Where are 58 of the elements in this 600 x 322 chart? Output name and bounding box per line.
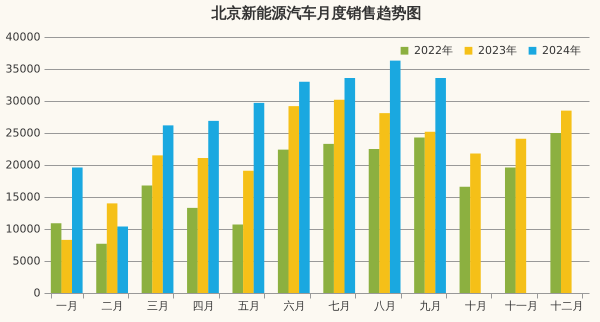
bar (344, 78, 356, 293)
bar (117, 226, 128, 293)
x-tick-label: 八月 (374, 300, 396, 312)
bar (368, 149, 380, 293)
bar (50, 223, 62, 293)
bar (550, 133, 561, 293)
bar (424, 132, 436, 293)
y-tick-label: 0 (34, 286, 40, 300)
chart-title: 北京新能源汽车月度销售趋势图 (210, 4, 422, 22)
bar (106, 203, 118, 293)
legend-label: 2022年 (414, 44, 453, 57)
bar (288, 106, 300, 293)
bar (435, 78, 446, 293)
bar (278, 150, 288, 293)
bar (243, 170, 254, 293)
x-tick-label: 三月 (147, 300, 170, 312)
y-tick-label: 20000 (6, 158, 40, 172)
y-tick-label: 10000 (6, 222, 40, 236)
bar (390, 60, 401, 293)
x-tick-label: 十二月 (550, 300, 584, 312)
bar (232, 224, 244, 293)
x-tick-label: 四月 (192, 300, 214, 312)
y-tick-label: 15000 (6, 190, 40, 204)
bar (379, 113, 390, 293)
y-tick-label: 40000 (6, 30, 40, 44)
y-tick-label: 35000 (6, 62, 40, 76)
y-tick-label: 30000 (6, 94, 40, 108)
y-tick-label: 25000 (6, 126, 40, 140)
bar (299, 82, 310, 293)
bar (142, 185, 152, 293)
x-tick-label: 十月 (464, 300, 487, 312)
bar (72, 168, 83, 293)
y-tick-label: 5000 (12, 254, 40, 268)
bar (198, 158, 208, 293)
bar (504, 168, 516, 293)
bar (208, 120, 219, 293)
bar (96, 244, 107, 293)
x-tick-label: 六月 (283, 300, 306, 312)
legend-label: 2023年 (478, 44, 517, 57)
bar (61, 240, 72, 293)
x-tick-label: 七月 (328, 300, 351, 312)
bar (152, 155, 163, 293)
x-tick-label: 九月 (420, 300, 442, 312)
x-tick-label: 一月 (56, 300, 78, 312)
bar (187, 208, 198, 293)
bar (560, 110, 572, 293)
legend-label: 2024年 (542, 44, 581, 57)
bar (334, 100, 345, 293)
bar (254, 102, 264, 293)
x-tick-label: 二月 (102, 300, 124, 312)
bar (414, 137, 425, 293)
x-tick-label: 五月 (238, 300, 260, 312)
bar (516, 138, 526, 293)
bar (470, 153, 481, 293)
bar (323, 144, 334, 293)
x-tick-label: 十一月 (504, 300, 538, 312)
bar (162, 125, 174, 293)
bar (460, 186, 470, 293)
